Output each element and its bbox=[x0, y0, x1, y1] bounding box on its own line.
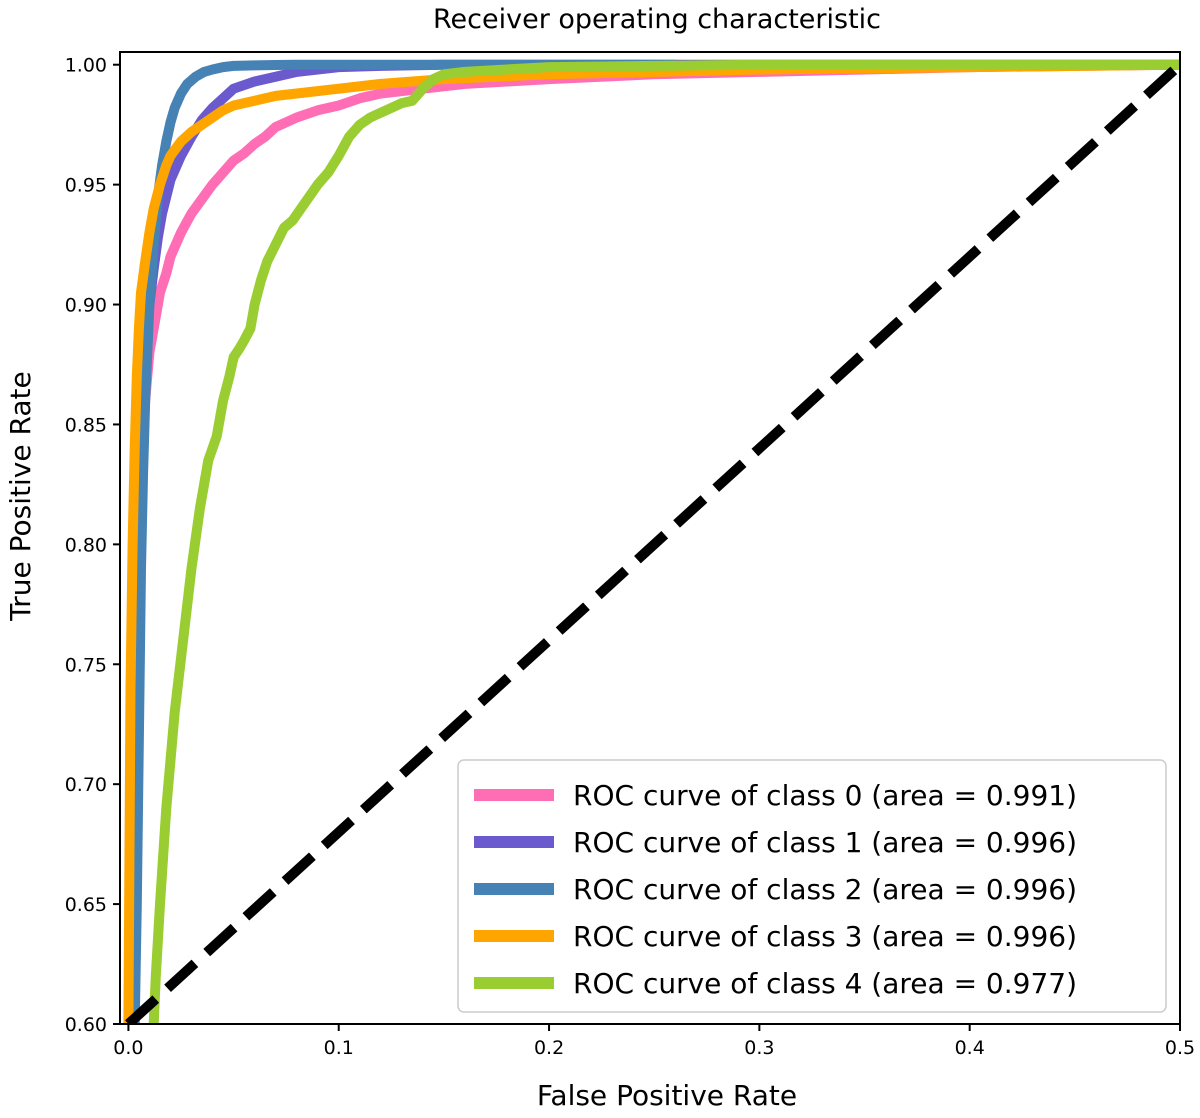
x-axis: 0.0 0.1 0.2 0.3 0.4 0.5 bbox=[113, 1024, 1195, 1059]
x-tick-label: 0.2 bbox=[534, 1037, 564, 1059]
chart-title: Receiver operating characteristic bbox=[433, 4, 881, 35]
y-axis: 0.60 0.65 0.70 0.75 0.80 0.85 0.90 0.95 1.00 bbox=[65, 55, 120, 1036]
x-tick-label: 0.4 bbox=[955, 1037, 985, 1059]
legend-entry: ROC curve of class 1 (area = 0.996) bbox=[573, 826, 1077, 859]
legend-entry: ROC curve of class 3 (area = 0.996) bbox=[573, 920, 1077, 953]
y-tick-label: 1.00 bbox=[65, 55, 107, 77]
y-tick-label: 0.95 bbox=[65, 175, 107, 197]
y-tick-label: 0.75 bbox=[65, 654, 107, 676]
y-tick-label: 0.90 bbox=[65, 295, 107, 317]
plot-series bbox=[123, 59, 1180, 1024]
roc-curve-class-4 bbox=[148, 59, 1180, 1024]
x-tick-label: 0.5 bbox=[1165, 1037, 1195, 1059]
y-tick-label: 0.60 bbox=[65, 1014, 107, 1036]
y-tick-label: 0.80 bbox=[65, 534, 107, 556]
x-tick-label: 0.3 bbox=[744, 1037, 774, 1059]
legend-entry: ROC curve of class 4 (area = 0.977) bbox=[573, 967, 1077, 1000]
x-axis-label: False Positive Rate bbox=[537, 1079, 797, 1112]
chance-diagonal-line bbox=[125, 61, 1180, 1024]
legend: ROC curve of class 0 (area = 0.991) ROC c… bbox=[457, 759, 1167, 1013]
x-tick-label: 0.1 bbox=[324, 1037, 354, 1059]
legend-entry: ROC curve of class 0 (area = 0.991) bbox=[573, 779, 1077, 812]
plot-frame bbox=[119, 51, 1181, 1025]
y-tick-label: 0.85 bbox=[65, 414, 107, 436]
y-axis-label: True Positive Rate bbox=[4, 371, 37, 621]
legend-entry: ROC curve of class 2 (area = 0.996) bbox=[573, 873, 1077, 906]
legend-frame bbox=[457, 759, 1167, 1013]
y-tick-label: 0.65 bbox=[65, 894, 107, 916]
roc-curve-class-3 bbox=[123, 59, 1180, 1024]
x-tick-label: 0.0 bbox=[113, 1037, 143, 1059]
roc-curve-class-2 bbox=[129, 59, 676, 1024]
y-tick-label: 0.70 bbox=[65, 774, 107, 796]
